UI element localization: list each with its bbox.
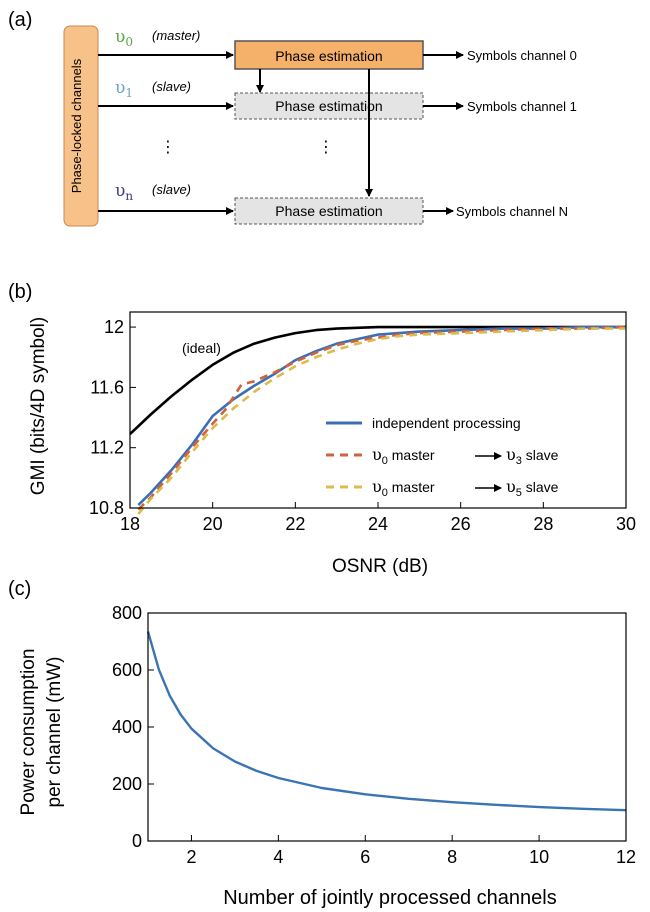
c-y-tick-label: 800	[112, 603, 142, 623]
panel-b-gmi-chart: (b) OSNR (dB) GMI (bits/4D symbol) 18 20 2…	[8, 281, 636, 577]
c-x-tick-label: 10	[529, 847, 549, 867]
legend-label-nu5: υ0 master υ5 slave	[372, 477, 559, 499]
b-x-tick-label: 26	[451, 514, 471, 534]
svg-text:υ0 master: υ0 master	[372, 477, 435, 499]
nu0-symbol: υ0	[115, 27, 133, 49]
panel-a-label: (a)	[8, 9, 32, 31]
b-y-tick-label: 12	[104, 317, 124, 337]
c-x-tick-label: 2	[186, 847, 196, 867]
b-x-tick-label: 20	[203, 514, 223, 534]
master-phase-estimation-box	[234, 40, 424, 70]
b-series-nu5	[137, 327, 626, 515]
output-symbols-channel-1: Symbols channel 1	[467, 99, 577, 114]
b-series-ideal	[129, 325, 626, 436]
slave-role-label-n: (slave)	[152, 182, 191, 197]
svg-text:υ5 slave: υ5 slave	[506, 477, 559, 499]
b-plot-frame	[129, 311, 627, 509]
svg-text:υ0 master: υ0 master	[372, 445, 435, 467]
output-symbols-channel-n: Symbols channel N	[456, 204, 568, 219]
b-y-tick-label: 11.6	[90, 377, 124, 397]
master-phase-estimation-label: Phase estimation	[275, 48, 382, 64]
phase-locked-channels-box	[63, 25, 99, 227]
b-series-independent	[137, 325, 626, 506]
b-y-axis-label: GMI (bits/4D symbol)	[28, 317, 49, 495]
phase-locked-channels-label: Phase-locked channels	[69, 58, 84, 193]
b-series-nu3	[137, 325, 627, 511]
b-y-tick-label: 11.2	[90, 438, 124, 458]
c-y-tick-label: 200	[112, 774, 142, 794]
b-legend: independent processing υ0 master υ3 slav…	[326, 415, 559, 499]
b-x-tick-label: 22	[285, 514, 305, 534]
master-role-label: (master)	[152, 28, 200, 43]
panel-b-label: (b)	[8, 281, 32, 303]
c-y-axis-label-line1: Power consumption	[18, 649, 39, 816]
c-series-power	[146, 631, 627, 812]
c-y-tick-label: 0	[132, 831, 142, 851]
b-x-tick-label: 24	[368, 514, 388, 534]
b-y-tick-label: 10.8	[89, 498, 124, 518]
c-y-tick-label: 400	[112, 717, 142, 737]
panel-c-power-chart: (c) Number of jointly processed channels…	[8, 578, 636, 909]
legend-label-nu3: υ0 master υ3 slave	[372, 445, 559, 467]
c-x-tick-label: 6	[360, 847, 370, 867]
c-y-axis-label-line2: per channel (mW)	[44, 657, 65, 808]
ellipsis-dots-left: ⋮	[160, 139, 176, 156]
b-ideal-annotation: (ideal)	[182, 340, 221, 356]
output-symbols-channel-0: Symbols channel 0	[467, 48, 577, 63]
c-x-axis-label: Number of jointly processed channels	[223, 887, 557, 909]
b-x-tick-label: 30	[616, 514, 636, 534]
panel-a-block-diagram: (a) Phase-locked channels υ0 (master) Ph…	[8, 9, 577, 227]
c-plot-frame	[147, 612, 627, 842]
c-x-tick-label: 4	[273, 847, 283, 867]
b-x-tick-label: 18	[120, 514, 140, 534]
svg-text:υ3 slave: υ3 slave	[506, 445, 559, 467]
b-x-axis-label: OSNR (dB)	[332, 556, 428, 577]
slave-phase-estimation-label-1: Phase estimation	[275, 98, 382, 114]
b-x-tick-label: 28	[533, 514, 553, 534]
nun-symbol: υn	[115, 181, 133, 203]
c-x-tick-label: 8	[447, 847, 457, 867]
c-x-tick-label: 12	[616, 847, 636, 867]
ellipsis-dots-middle: ⋮	[318, 139, 334, 156]
slave-role-label-1: (slave)	[152, 79, 191, 94]
slave-phase-estimation-label-n: Phase estimation	[275, 203, 382, 219]
nu1-symbol: υ1	[115, 78, 133, 100]
legend-label-independent: independent processing	[372, 415, 521, 431]
c-y-tick-label: 600	[112, 660, 142, 680]
panel-c-label: (c)	[8, 578, 31, 600]
